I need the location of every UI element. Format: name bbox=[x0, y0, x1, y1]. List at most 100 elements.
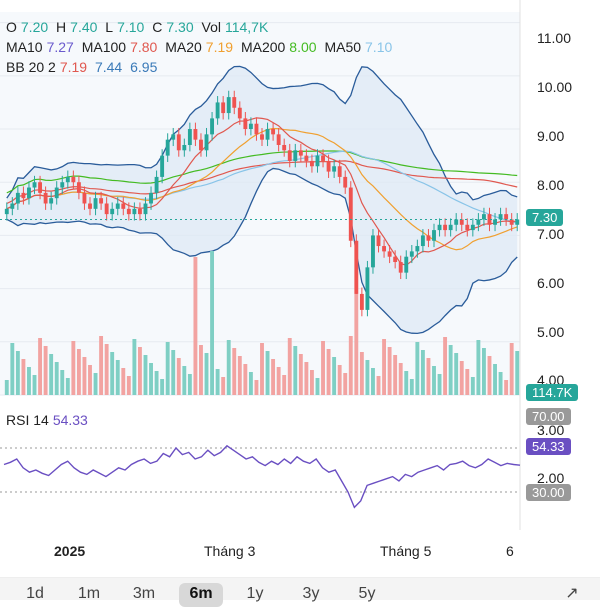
ma50-label: MA50 bbox=[324, 39, 362, 55]
candle-body bbox=[509, 219, 514, 225]
price-tick: 6.00 bbox=[537, 275, 565, 291]
candle-body bbox=[121, 203, 126, 209]
volume-bar bbox=[515, 351, 520, 395]
volume-bar bbox=[71, 341, 76, 395]
candle-body bbox=[404, 256, 409, 273]
candle-body bbox=[193, 129, 198, 140]
candle-body bbox=[432, 230, 436, 241]
candle-body bbox=[71, 176, 76, 183]
candle-body bbox=[49, 198, 54, 204]
volume-bar bbox=[154, 371, 159, 395]
range-1y-button[interactable]: 1y bbox=[246, 585, 264, 602]
rsi-upper-tag: 70.00 bbox=[526, 408, 571, 425]
ma20-value: 7.19 bbox=[205, 39, 234, 55]
candle-body bbox=[93, 198, 98, 209]
volume-bar bbox=[348, 336, 353, 395]
candle-body bbox=[476, 219, 481, 225]
price-tick: 8.00 bbox=[537, 177, 565, 193]
ma100-line bbox=[6, 160, 518, 205]
candle-body bbox=[504, 214, 509, 220]
candle-body bbox=[65, 176, 70, 183]
volume-bar bbox=[354, 294, 359, 395]
volume-bar bbox=[110, 352, 115, 395]
rsi-value-tag: 54.33 bbox=[526, 438, 571, 455]
price-tick: 11.00 bbox=[537, 30, 571, 46]
bb-legend: BB 20 2 7.19 7.44 6.95 bbox=[6, 57, 161, 77]
candle-body bbox=[515, 219, 520, 225]
ma10-label: MA10 bbox=[6, 39, 43, 55]
candle-body bbox=[43, 192, 48, 204]
rsi-value: 54.33 bbox=[52, 412, 88, 428]
volume-bar bbox=[487, 356, 492, 395]
candle-body bbox=[115, 203, 120, 209]
candle-body bbox=[343, 176, 348, 188]
range-1m-button[interactable]: 1m bbox=[77, 585, 101, 602]
candle-body bbox=[182, 144, 187, 151]
range-3m-button[interactable]: 3m bbox=[132, 585, 156, 602]
candle-body bbox=[376, 235, 381, 247]
candle-body bbox=[243, 118, 248, 130]
candle-body bbox=[437, 224, 442, 231]
candle-body bbox=[271, 129, 276, 135]
volume-tag: 114.7K bbox=[526, 384, 579, 401]
volume-bar bbox=[276, 367, 281, 395]
candle-body bbox=[415, 246, 420, 252]
candle-body bbox=[54, 187, 59, 199]
candle-body bbox=[171, 134, 176, 140]
volume-label: Vol bbox=[201, 19, 221, 35]
rsi-lower-tag: 30.00 bbox=[526, 484, 571, 501]
volume-bar bbox=[232, 348, 237, 395]
bollinger-band-fill bbox=[6, 66, 518, 334]
volume-bar bbox=[182, 366, 187, 395]
candle-body bbox=[215, 102, 220, 119]
open-label: O bbox=[6, 19, 17, 35]
candle-body bbox=[398, 262, 403, 273]
volume-bar bbox=[282, 375, 287, 395]
volume-bar bbox=[93, 373, 98, 395]
range-6m-button[interactable]: 6m bbox=[179, 583, 223, 607]
candle-body bbox=[359, 293, 364, 310]
candle-body bbox=[237, 107, 242, 119]
candle-body bbox=[387, 251, 392, 257]
candle-body bbox=[187, 129, 192, 145]
bollinger-lower-line bbox=[6, 167, 518, 335]
candle-body bbox=[4, 208, 9, 215]
volume-bar bbox=[43, 346, 48, 395]
bb-middle-value: 7.19 bbox=[59, 59, 88, 75]
volume-bar bbox=[121, 368, 126, 395]
candle-body bbox=[470, 224, 475, 231]
range-1d-button[interactable]: 1d bbox=[26, 585, 44, 602]
ma200-value: 8.00 bbox=[289, 39, 317, 55]
candle-body bbox=[254, 123, 259, 135]
volume-bar bbox=[143, 355, 148, 395]
range-3y-button[interactable]: 3y bbox=[302, 585, 320, 602]
candle-body bbox=[38, 182, 43, 193]
expand-icon[interactable]: ↗ bbox=[565, 585, 579, 602]
volume-bar bbox=[15, 351, 20, 395]
x-tick: 6 bbox=[506, 543, 514, 559]
candle-body bbox=[493, 219, 497, 225]
volume-bar bbox=[504, 380, 509, 395]
candle-body bbox=[126, 208, 131, 215]
volume-bar bbox=[88, 365, 92, 395]
candle-body bbox=[88, 203, 92, 209]
volume-bar bbox=[476, 340, 481, 395]
ma100-label: MA100 bbox=[81, 39, 127, 55]
candle-body bbox=[304, 155, 309, 161]
volume-bar bbox=[215, 369, 220, 395]
volume-bar bbox=[376, 376, 381, 395]
volume-bar bbox=[199, 345, 203, 395]
volume-bar bbox=[10, 343, 15, 395]
volume-bar bbox=[298, 354, 303, 395]
ma10-line bbox=[6, 117, 518, 266]
volume-bar bbox=[315, 378, 320, 395]
range-5y-button[interactable]: 5y bbox=[358, 585, 376, 602]
candle-body bbox=[99, 198, 104, 204]
volume-bar bbox=[426, 358, 431, 395]
ma20-label: MA20 bbox=[165, 39, 202, 55]
bb-label: BB 20 2 bbox=[6, 59, 56, 75]
candle-body bbox=[365, 267, 370, 310]
candle-body bbox=[154, 176, 159, 193]
volume-bar bbox=[82, 357, 87, 395]
